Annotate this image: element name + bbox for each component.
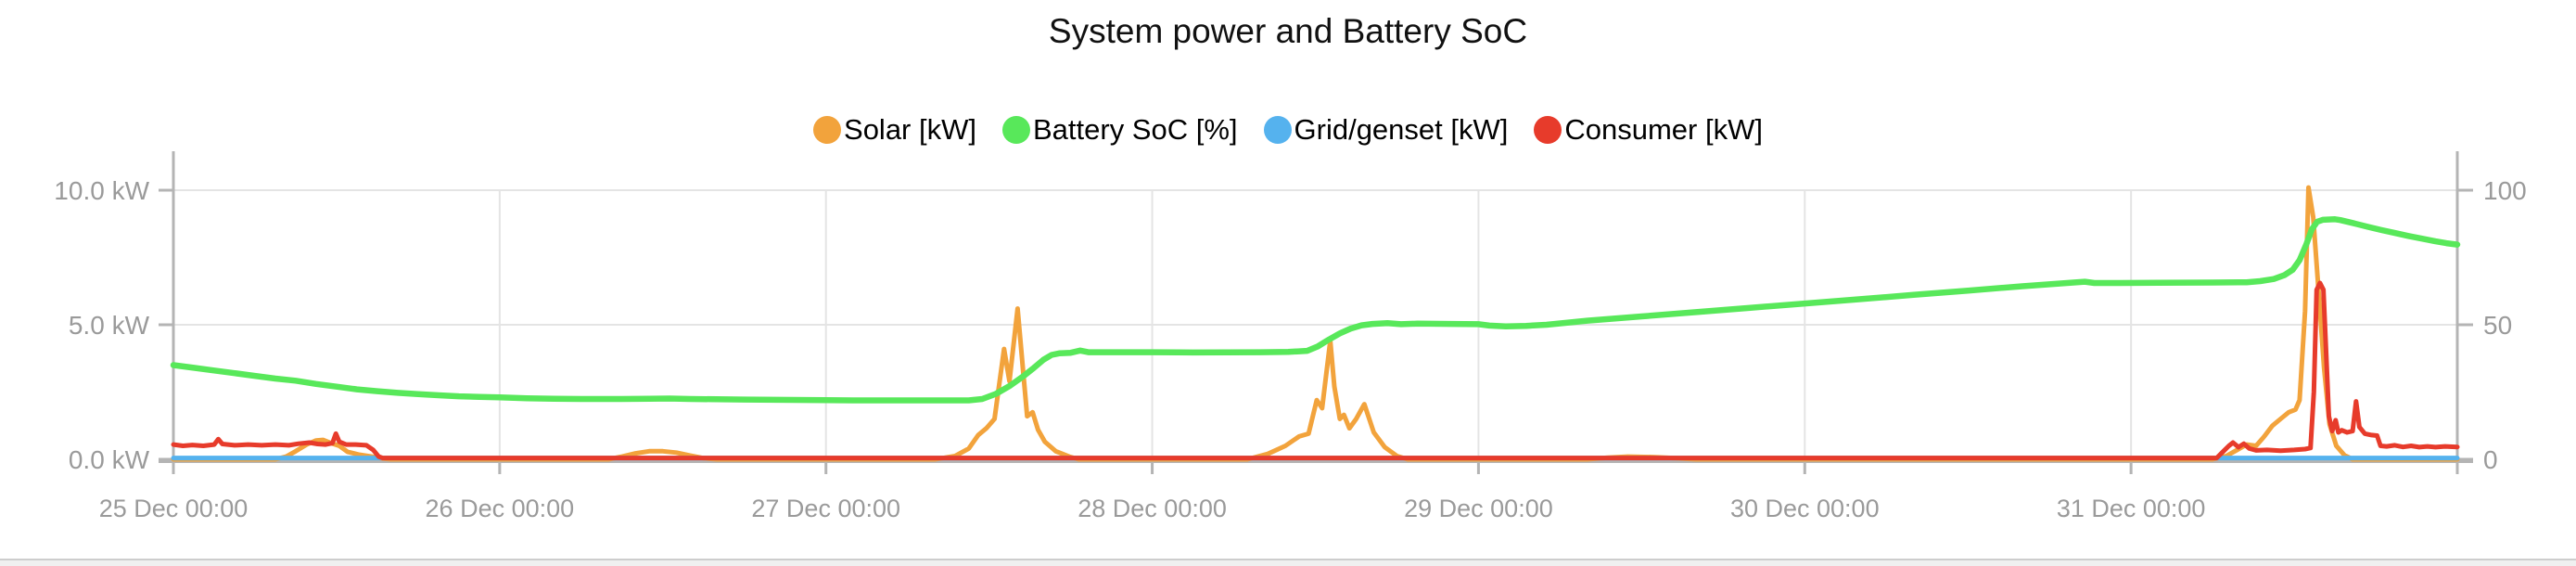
x-tick-label: 31 Dec 00:00 [2057, 495, 2206, 522]
x-tick-label: 29 Dec 00:00 [1404, 495, 1553, 522]
x-tick-label: 27 Dec 00:00 [751, 495, 900, 522]
legend-marker-consumer-icon [1534, 116, 1562, 144]
right-axis-label: 100 [2483, 176, 2527, 205]
x-tick-label: 30 Dec 00:00 [1730, 495, 1880, 522]
legend-label-solar: Solar [kW] [844, 113, 976, 146]
chart-legend: Solar [kW] Battery SoC [%] Grid/genset [… [0, 113, 2576, 147]
legend-label-battery-soc: Battery SoC [%] [1032, 113, 1238, 146]
right-axis-label: 50 [2483, 311, 2512, 340]
x-tick-label: 28 Dec 00:00 [1078, 495, 1227, 522]
legend-item-grid-genset[interactable]: Grid/genset [kW] [1263, 113, 1509, 147]
legend-item-battery-soc[interactable]: Battery SoC [%] [1001, 113, 1238, 147]
legend-marker-solar-icon [813, 116, 842, 144]
legend-marker-battery-soc-icon [1001, 116, 1030, 144]
chart-title: System power and Battery SoC [1048, 12, 1528, 50]
legend-label-grid-genset: Grid/genset [kW] [1294, 113, 1509, 146]
right-axis-label: 0 [2483, 445, 2498, 474]
left-axis-label: 0.0 kW [69, 445, 150, 474]
legend-item-solar[interactable]: Solar [kW] [813, 113, 976, 147]
x-tick-label: 26 Dec 00:00 [426, 495, 575, 522]
series-line-consumer [171, 280, 2460, 461]
legend-label-consumer: Consumer [kW] [1564, 113, 1763, 146]
left-axis-label: 10.0 kW [54, 176, 149, 205]
plot-area[interactable] [173, 151, 2457, 459]
series-line-battery-soc [170, 216, 2461, 404]
legend-item-consumer[interactable]: Consumer [kW] [1534, 113, 1763, 147]
x-tick-label: 25 Dec 00:00 [99, 495, 249, 522]
bottom-panel-edge [0, 559, 2576, 566]
legend-marker-grid-genset-icon [1263, 116, 1292, 144]
left-axis-label: 5.0 kW [69, 311, 150, 340]
